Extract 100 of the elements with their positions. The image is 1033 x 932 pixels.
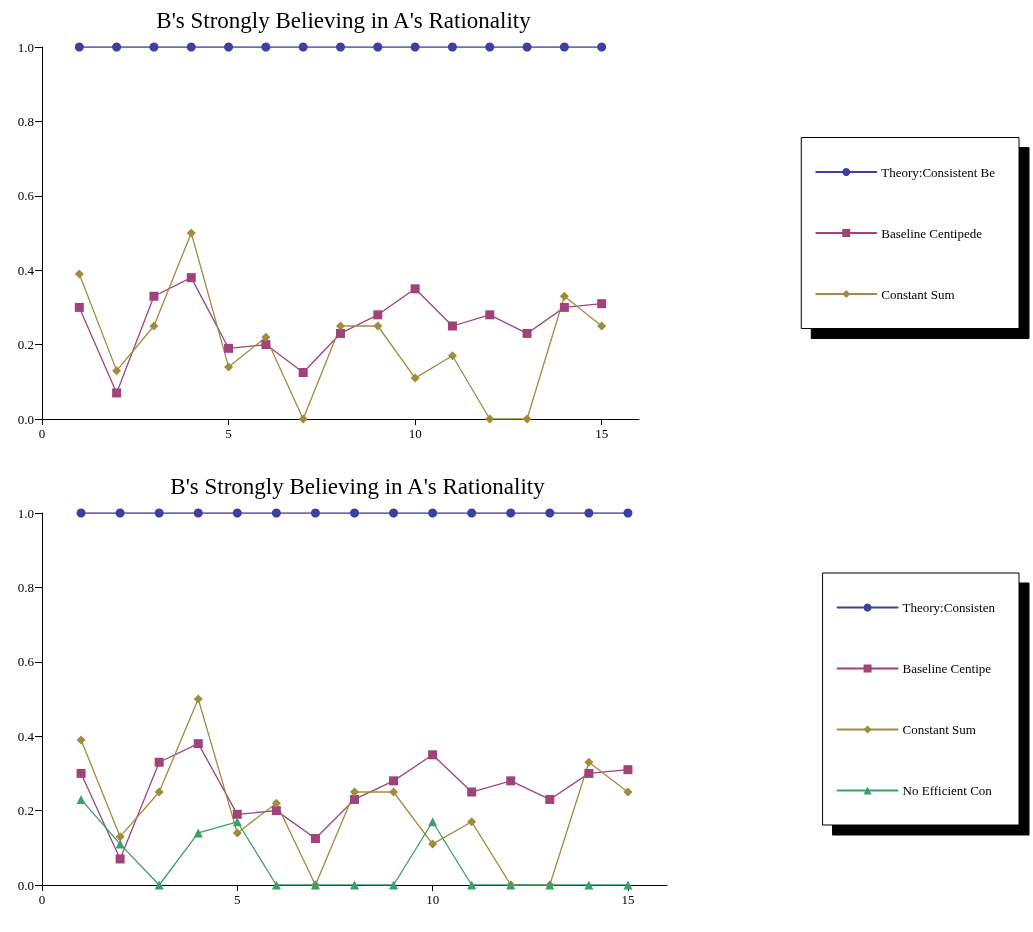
- point: [447, 351, 457, 361]
- legend-label: Constant Sum: [881, 286, 955, 302]
- point: [428, 750, 438, 760]
- point: [545, 508, 555, 518]
- chart-title: B's Strongly Believing in A's Rationality: [156, 8, 532, 33]
- point: [224, 343, 234, 353]
- point: [389, 787, 399, 797]
- point: [559, 302, 569, 312]
- point: [506, 508, 516, 518]
- legend-label: No Efficient Con: [902, 783, 993, 798]
- point: [623, 765, 633, 775]
- y-tick-label: 0.0: [17, 411, 34, 427]
- point: [112, 388, 122, 398]
- y-tick-label: 0.6: [17, 188, 35, 204]
- chart-title: B's Strongly Believing in A's Rationality: [170, 474, 546, 499]
- point: [186, 273, 196, 283]
- point: [74, 302, 84, 312]
- point: [336, 328, 345, 338]
- point: [115, 839, 125, 849]
- point: [410, 42, 420, 52]
- point: [112, 42, 122, 52]
- x-tick-label: 0: [38, 426, 46, 441]
- point: [584, 768, 594, 778]
- point: [350, 794, 359, 804]
- point: [298, 414, 308, 424]
- point: [485, 310, 495, 320]
- point: [74, 269, 84, 279]
- point: [447, 321, 457, 331]
- point: [336, 42, 345, 52]
- point: [298, 368, 308, 377]
- y-tick-label: 0.2: [17, 337, 34, 353]
- point: [112, 366, 122, 376]
- point: [154, 757, 164, 767]
- point: [193, 694, 203, 704]
- point: [149, 42, 159, 52]
- point: [485, 414, 495, 424]
- point: [350, 508, 359, 518]
- y-tick-label: 0.0: [17, 877, 34, 893]
- point: [298, 42, 308, 52]
- point: [559, 42, 569, 52]
- legend-label: Constant Sum: [902, 722, 976, 737]
- point: [76, 508, 86, 518]
- point: [261, 340, 271, 350]
- point: [224, 42, 234, 52]
- point: [115, 854, 125, 864]
- point: [597, 42, 607, 52]
- point: [389, 776, 399, 786]
- point: [149, 321, 159, 331]
- y-tick-label: 1.0: [17, 505, 34, 521]
- x-tick-label: 0: [38, 892, 46, 907]
- point: [559, 291, 569, 301]
- point: [597, 299, 607, 309]
- point: [232, 508, 242, 518]
- point: [447, 42, 457, 52]
- point: [74, 42, 84, 52]
- point: [522, 328, 532, 338]
- point: [186, 42, 196, 52]
- x-tick-label: 5: [225, 426, 232, 441]
- point: [467, 787, 477, 797]
- point: [186, 228, 196, 238]
- point: [149, 291, 159, 301]
- y-tick-label: 0.4: [17, 728, 35, 744]
- point: [545, 794, 555, 804]
- legend-label: Baseline Centipe: [902, 661, 992, 676]
- point: [410, 373, 420, 383]
- point: [350, 787, 359, 797]
- point: [373, 42, 383, 52]
- y-tick-label: 0.6: [17, 654, 35, 670]
- point: [584, 880, 594, 890]
- point: [522, 42, 532, 52]
- legend-label: Theory:Consisten: [902, 600, 996, 615]
- point: [271, 880, 281, 890]
- y-tick-label: 0.8: [17, 579, 34, 595]
- y-tick-label: 0.4: [17, 262, 35, 278]
- point: [373, 310, 383, 320]
- point: [271, 806, 281, 816]
- point: [467, 880, 477, 890]
- x-tick-label: 10: [408, 426, 422, 441]
- point: [389, 880, 399, 890]
- point: [350, 880, 359, 890]
- point: [310, 508, 320, 518]
- point: [193, 508, 203, 518]
- point: [467, 508, 477, 518]
- point: [271, 798, 281, 808]
- y-tick-label: 0.2: [17, 803, 34, 819]
- point: [224, 362, 234, 372]
- x-tick-label: 15: [621, 892, 635, 907]
- y-tick-label: 1.0: [17, 39, 34, 55]
- point: [261, 332, 271, 342]
- point: [389, 508, 399, 518]
- point: [410, 284, 420, 294]
- point: [115, 508, 125, 518]
- point: [623, 787, 633, 797]
- point: [373, 321, 383, 331]
- point: [261, 42, 271, 52]
- point: [485, 42, 495, 52]
- point: [428, 508, 438, 518]
- point: [310, 834, 320, 843]
- point: [76, 768, 86, 778]
- point: [232, 828, 242, 838]
